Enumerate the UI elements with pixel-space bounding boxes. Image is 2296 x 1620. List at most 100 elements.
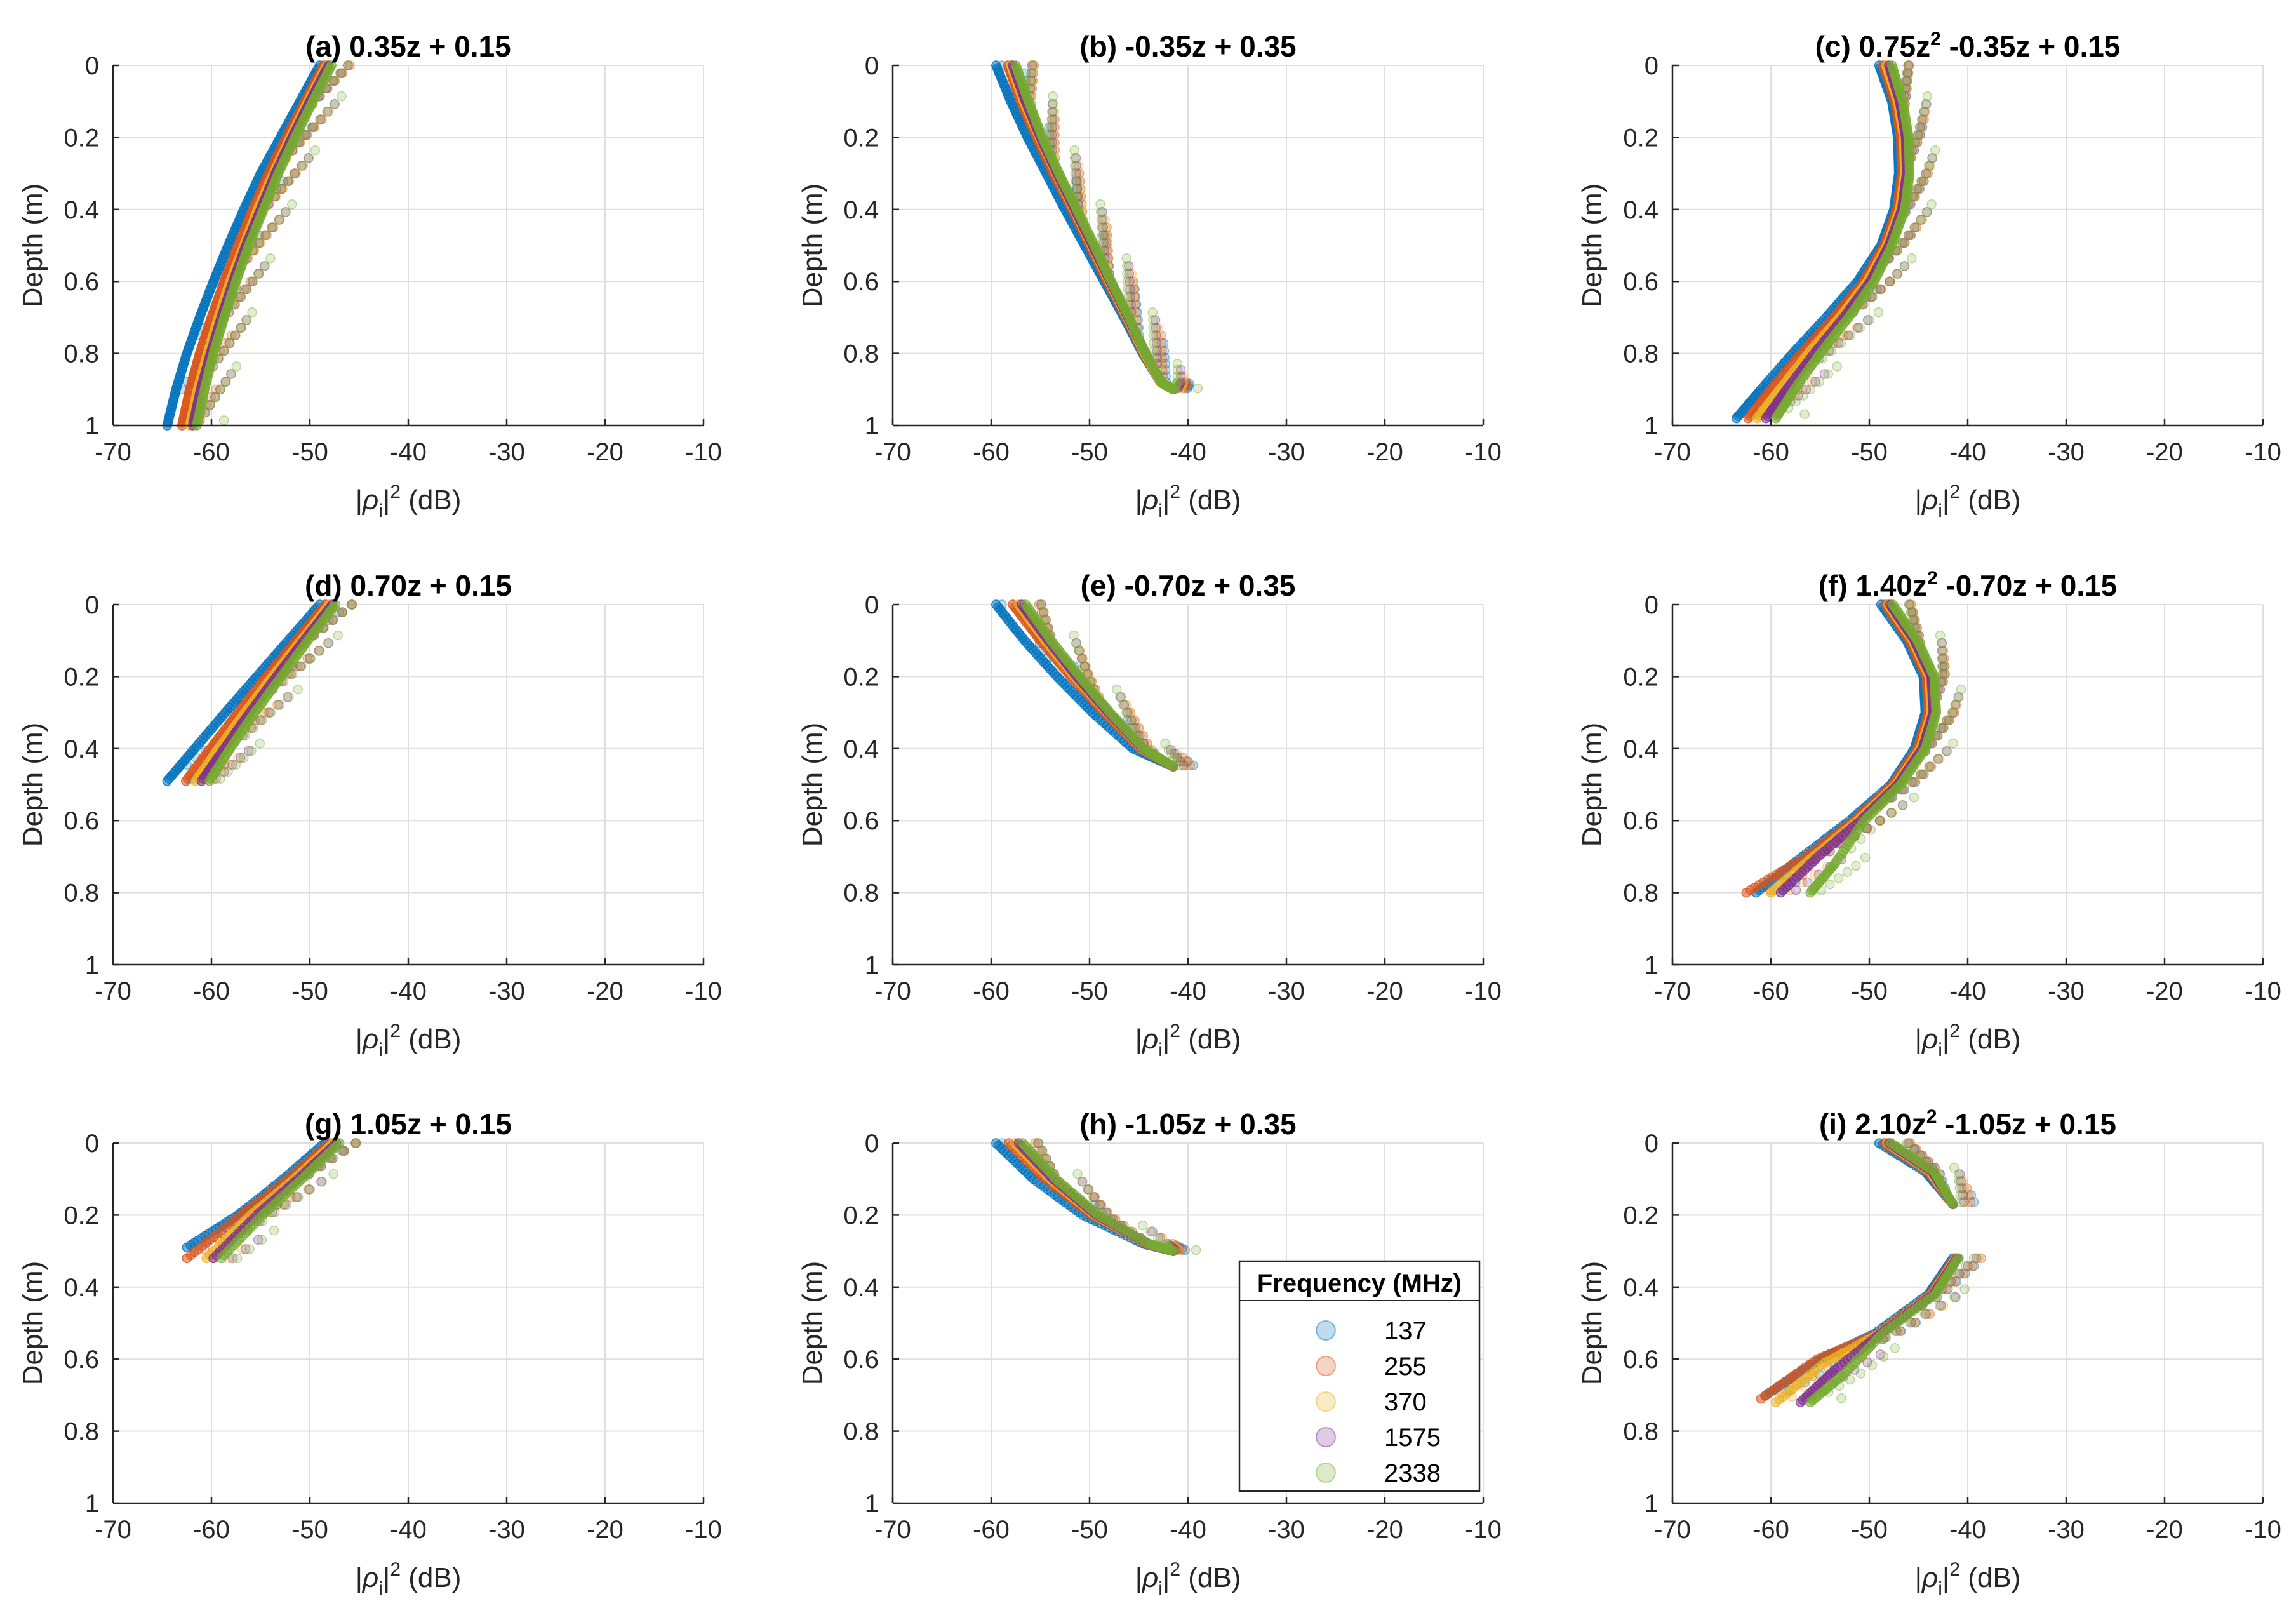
x-tick-label: -70 xyxy=(1654,438,1691,466)
data-point xyxy=(182,1253,192,1264)
data-point xyxy=(1766,887,1776,898)
y-tick-label: 0.8 xyxy=(1623,880,1659,907)
y-axis-label: Depth (m) xyxy=(17,723,48,847)
data-point xyxy=(287,669,298,679)
y-tick-label: 1 xyxy=(1645,412,1659,440)
data-point xyxy=(1935,723,1946,733)
title-formula: 0.70z + 0.15 xyxy=(350,569,512,602)
x-tick-label: -30 xyxy=(2048,977,2085,1005)
data-point xyxy=(224,338,234,349)
y-tick-label: 0.8 xyxy=(63,340,99,368)
data-point xyxy=(1741,887,1752,898)
x-tick-label: -10 xyxy=(2245,438,2281,466)
data-point xyxy=(215,384,226,395)
data-point xyxy=(1842,867,1852,877)
data-point xyxy=(1907,253,1917,264)
x-axis-label: |ρi|2 (dB) xyxy=(356,1021,462,1061)
subplot-title: (d) 0.70z + 0.15 xyxy=(305,569,512,602)
data-point xyxy=(1825,879,1835,890)
data-point xyxy=(315,114,325,124)
data-point xyxy=(1856,834,1866,845)
data-point xyxy=(1192,383,1203,394)
data-point xyxy=(1903,230,1914,241)
y-tick-label: 0.6 xyxy=(843,807,879,835)
x-tick-label: -10 xyxy=(685,977,722,1005)
title-formula: 0.35z + 0.15 xyxy=(349,30,511,63)
y-axis-label: Depth (m) xyxy=(1577,184,1608,308)
data-point xyxy=(330,76,340,86)
data-point xyxy=(1892,269,1903,279)
data-point xyxy=(1941,715,1952,726)
data-point xyxy=(1866,825,1876,835)
data-point xyxy=(277,184,288,194)
series-2338 xyxy=(1020,599,1185,772)
x-tick-label: -70 xyxy=(874,977,911,1005)
data-point xyxy=(247,276,257,286)
data-point xyxy=(333,630,344,641)
title-formula: -0.70z + 0.35 xyxy=(1125,569,1296,602)
y-tick-label: 1 xyxy=(85,412,99,440)
data-point xyxy=(247,307,257,318)
data-point xyxy=(255,738,265,749)
y-tick-label: 0.2 xyxy=(63,663,99,691)
x-tick-label: -60 xyxy=(193,438,230,466)
data-point xyxy=(246,746,257,756)
data-point xyxy=(324,107,334,117)
title-label: (c) xyxy=(1815,30,1859,63)
x-tick-label: -20 xyxy=(2146,438,2183,466)
x-axis-label: |ρi|2 (dB) xyxy=(356,481,462,521)
x-tick-label: -50 xyxy=(291,977,328,1005)
data-point xyxy=(322,107,332,117)
data-point xyxy=(305,653,316,664)
title-label: (a) xyxy=(305,30,349,63)
series-2338 xyxy=(192,60,353,431)
x-tick-label: -30 xyxy=(1268,977,1305,1005)
data-point xyxy=(303,153,314,163)
data-point xyxy=(324,638,334,648)
y-tick-label: 1 xyxy=(865,951,879,979)
data-point xyxy=(1168,384,1178,395)
data-point xyxy=(329,99,340,109)
data-point xyxy=(1798,391,1808,401)
y-tick-label: 0.4 xyxy=(843,735,879,763)
data-point xyxy=(1836,338,1846,349)
title-formula: 0.75z xyxy=(1859,30,1931,63)
title-label: (f) xyxy=(1819,569,1856,602)
data-point xyxy=(300,130,311,140)
data-point xyxy=(276,184,286,194)
y-tick-label: 0.6 xyxy=(63,268,99,296)
x-tick-label: -30 xyxy=(488,438,525,466)
data-point xyxy=(226,369,236,379)
data-point xyxy=(1909,222,1919,232)
x-tick-label: -50 xyxy=(1071,438,1108,466)
data-point xyxy=(260,230,271,241)
y-tick-label: 0.2 xyxy=(1623,663,1659,691)
data-point xyxy=(1860,852,1871,863)
data-point xyxy=(162,776,173,786)
data-point xyxy=(1814,377,1825,387)
y-axis-label: Depth (m) xyxy=(797,184,828,308)
data-point xyxy=(262,230,272,241)
data-point xyxy=(291,168,302,178)
y-tick-label: 1 xyxy=(85,951,99,979)
x-tick-label: -30 xyxy=(488,977,525,1005)
data-point xyxy=(1947,707,1958,718)
data-point xyxy=(335,68,345,78)
data-point xyxy=(1897,800,1908,810)
data-point xyxy=(257,715,267,726)
data-point xyxy=(1799,409,1810,419)
data-point xyxy=(1851,860,1861,871)
data-point xyxy=(309,122,319,132)
data-point xyxy=(283,176,293,187)
title-label: (e) xyxy=(1081,569,1125,602)
data-point xyxy=(1823,369,1834,379)
data-point xyxy=(230,760,241,770)
data-point xyxy=(180,776,191,786)
y-tick-label: 0.8 xyxy=(843,340,879,368)
data-point xyxy=(345,60,355,70)
